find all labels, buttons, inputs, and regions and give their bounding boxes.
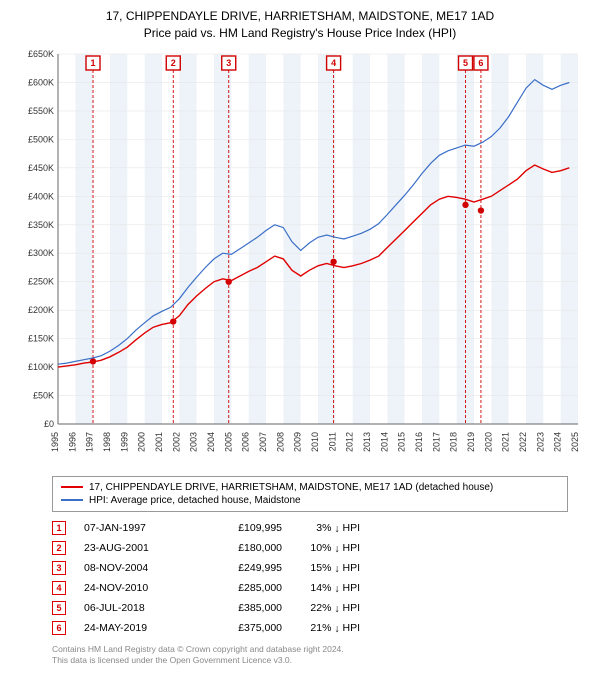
sale-date: 24-MAY-2019 (84, 622, 184, 634)
x-tick-label: 2009 (293, 432, 303, 452)
x-tick-label: 2008 (275, 432, 285, 452)
sale-price: £109,995 (202, 522, 282, 534)
legend-label: HPI: Average price, detached house, Maid… (89, 495, 301, 506)
sale-number-box: 3 (52, 561, 66, 575)
chart-title: 17, CHIPPENDAYLE DRIVE, HARRIETSHAM, MAI… (12, 8, 588, 42)
sale-number-box: 5 (52, 601, 66, 615)
sale-number-box: 6 (52, 621, 66, 635)
x-tick-label: 2010 (310, 432, 320, 452)
y-tick-label: £300K (28, 248, 54, 258)
x-tick-label: 2025 (570, 432, 580, 452)
x-tick-label: 2007 (258, 432, 268, 452)
x-tick-label: 2020 (483, 432, 493, 452)
sales-row: 1 07-JAN-1997 £109,995 3% ↓ HPI (52, 518, 568, 538)
sale-date: 23-AUG-2001 (84, 542, 184, 554)
sale-price: £375,000 (202, 622, 282, 634)
sale-marker-label: 1 (91, 58, 96, 68)
x-tick-label: 2012 (345, 432, 355, 452)
y-tick-label: £650K (28, 49, 54, 59)
legend-swatch (61, 499, 83, 501)
legend-swatch (61, 486, 83, 488)
chart-container: 17, CHIPPENDAYLE DRIVE, HARRIETSHAM, MAI… (0, 0, 600, 674)
y-tick-label: £550K (28, 106, 54, 116)
legend-item: 17, CHIPPENDAYLE DRIVE, HARRIETSHAM, MAI… (61, 481, 559, 494)
sales-row: 4 24-NOV-2010 £285,000 14% ↓ HPI (52, 578, 568, 598)
x-tick-label: 1995 (50, 432, 60, 452)
sale-number-box: 2 (52, 541, 66, 555)
footnote-line-2: This data is licensed under the Open Gov… (52, 655, 568, 666)
x-tick-label: 2018 (449, 432, 459, 452)
sale-delta: 3% ↓ HPI (300, 522, 360, 534)
x-tick-label: 2004 (206, 432, 216, 452)
legend-item: HPI: Average price, detached house, Maid… (61, 494, 559, 507)
y-tick-label: £450K (28, 162, 54, 172)
sale-delta: 22% ↓ HPI (300, 602, 360, 614)
sales-row: 3 08-NOV-2004 £249,995 15% ↓ HPI (52, 558, 568, 578)
sale-date: 24-NOV-2010 (84, 582, 184, 594)
x-tick-label: 1997 (85, 432, 95, 452)
sales-row: 2 23-AUG-2001 £180,000 10% ↓ HPI (52, 538, 568, 558)
x-tick-label: 2016 (414, 432, 424, 452)
x-tick-label: 2019 (466, 432, 476, 452)
y-tick-label: £0 (44, 419, 54, 429)
x-tick-label: 2011 (327, 432, 337, 451)
x-tick-label: 1999 (119, 432, 129, 452)
sale-delta: 14% ↓ HPI (300, 582, 360, 594)
title-line-2: Price paid vs. HM Land Registry's House … (12, 25, 588, 42)
x-tick-label: 2002 (171, 432, 181, 452)
x-tick-label: 2001 (154, 432, 164, 452)
x-tick-label: 2024 (553, 432, 563, 452)
title-line-1: 17, CHIPPENDAYLE DRIVE, HARRIETSHAM, MAI… (12, 8, 588, 25)
y-tick-label: £100K (28, 362, 54, 372)
x-tick-label: 2017 (431, 432, 441, 452)
sale-marker-label: 5 (463, 58, 468, 68)
x-tick-label: 2003 (189, 432, 199, 452)
x-tick-label: 2005 (223, 432, 233, 452)
sale-delta: 21% ↓ HPI (300, 622, 360, 634)
sale-price: £385,000 (202, 602, 282, 614)
x-tick-label: 1996 (67, 432, 77, 452)
y-tick-label: £200K (28, 305, 54, 315)
x-tick-label: 1998 (102, 432, 112, 452)
sale-delta: 15% ↓ HPI (300, 562, 360, 574)
sale-price: £249,995 (202, 562, 282, 574)
x-tick-label: 2022 (518, 432, 528, 452)
footnote-line-1: Contains HM Land Registry data © Crown c… (52, 644, 568, 655)
sale-number-box: 1 (52, 521, 66, 535)
x-tick-label: 2000 (137, 432, 147, 452)
y-tick-label: £500K (28, 134, 54, 144)
sale-number-box: 4 (52, 581, 66, 595)
sale-date: 06-JUL-2018 (84, 602, 184, 614)
legend-label: 17, CHIPPENDAYLE DRIVE, HARRIETSHAM, MAI… (89, 482, 493, 493)
y-tick-label: £150K (28, 333, 54, 343)
legend-box: 17, CHIPPENDAYLE DRIVE, HARRIETSHAM, MAI… (52, 476, 568, 512)
chart-svg: £0 £50K £100K £150K £200K £250K £300K £350K £400… (12, 48, 588, 468)
sale-date: 08-NOV-2004 (84, 562, 184, 574)
sales-table: 1 07-JAN-1997 £109,995 3% ↓ HPI 2 23-AUG-2001… (52, 518, 568, 638)
x-tick-label: 2023 (535, 432, 545, 452)
sale-marker-label: 4 (331, 58, 336, 68)
x-tick-label: 2021 (501, 432, 511, 452)
y-tick-label: £600K (28, 77, 54, 87)
y-tick-label: £400K (28, 191, 54, 201)
sale-price: £285,000 (202, 582, 282, 594)
line-chart: £0 £50K £100K £150K £200K £250K £300K £350K £400… (12, 48, 588, 468)
sales-row: 6 24-MAY-2019 £375,000 21% ↓ HPI (52, 618, 568, 638)
sale-price: £180,000 (202, 542, 282, 554)
x-tick-label: 2014 (379, 432, 389, 452)
sale-marker-label: 2 (171, 58, 176, 68)
x-tick-label: 2006 (241, 432, 251, 452)
footnote: Contains HM Land Registry data © Crown c… (52, 644, 568, 666)
y-tick-label: £250K (28, 276, 54, 286)
y-tick-label: £350K (28, 219, 54, 229)
sale-marker-label: 6 (478, 58, 483, 68)
x-tick-label: 2015 (397, 432, 407, 452)
sale-marker-label: 3 (226, 58, 231, 68)
y-tick-label: £50K (33, 390, 54, 400)
sales-row: 5 06-JUL-2018 £385,000 22% ↓ HPI (52, 598, 568, 618)
sale-delta: 10% ↓ HPI (300, 542, 360, 554)
sale-date: 07-JAN-1997 (84, 522, 184, 534)
x-tick-label: 2013 (362, 432, 372, 452)
